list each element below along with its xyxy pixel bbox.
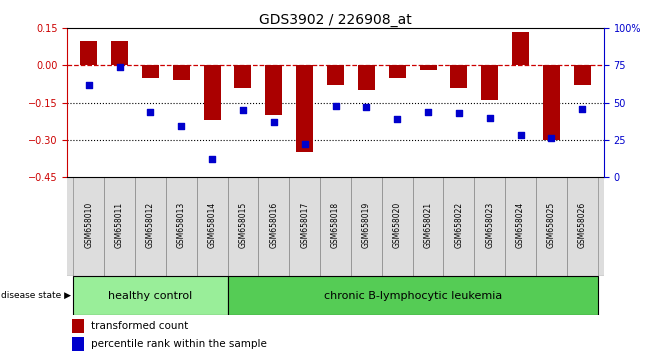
Point xyxy=(423,109,433,114)
FancyBboxPatch shape xyxy=(166,177,197,276)
Text: GSM658023: GSM658023 xyxy=(485,201,495,248)
Bar xyxy=(574,65,590,85)
Point xyxy=(238,107,248,113)
Bar xyxy=(142,65,159,78)
Point xyxy=(454,110,464,116)
FancyBboxPatch shape xyxy=(197,177,227,276)
Text: GSM658026: GSM658026 xyxy=(578,201,587,248)
FancyBboxPatch shape xyxy=(567,177,598,276)
Bar xyxy=(111,41,128,65)
Bar xyxy=(450,65,468,88)
Bar xyxy=(72,337,85,351)
Text: GSM658011: GSM658011 xyxy=(115,201,124,248)
Text: healthy control: healthy control xyxy=(108,291,193,301)
Text: GSM658013: GSM658013 xyxy=(176,201,186,248)
Point xyxy=(361,104,372,110)
FancyBboxPatch shape xyxy=(227,276,598,315)
FancyBboxPatch shape xyxy=(351,177,382,276)
Bar xyxy=(419,65,437,70)
Text: GSM658024: GSM658024 xyxy=(516,201,525,248)
Text: GSM658014: GSM658014 xyxy=(207,201,217,248)
Point xyxy=(83,82,94,88)
Point xyxy=(392,116,403,122)
FancyBboxPatch shape xyxy=(258,177,289,276)
FancyBboxPatch shape xyxy=(536,177,567,276)
FancyBboxPatch shape xyxy=(413,177,444,276)
FancyBboxPatch shape xyxy=(135,177,166,276)
FancyBboxPatch shape xyxy=(104,177,135,276)
Bar xyxy=(327,65,344,85)
FancyBboxPatch shape xyxy=(73,276,227,315)
Point xyxy=(299,142,310,147)
Point xyxy=(176,124,187,129)
Point xyxy=(546,136,557,141)
Text: transformed count: transformed count xyxy=(91,321,189,331)
Text: GSM658017: GSM658017 xyxy=(300,201,309,248)
Bar xyxy=(234,65,252,88)
Point xyxy=(145,109,156,114)
Bar xyxy=(172,65,190,80)
Text: GSM658020: GSM658020 xyxy=(393,201,402,248)
Point xyxy=(484,115,495,120)
Text: percentile rank within the sample: percentile rank within the sample xyxy=(91,339,267,349)
Bar xyxy=(358,65,375,90)
Point xyxy=(330,103,341,108)
Point xyxy=(577,106,588,112)
FancyBboxPatch shape xyxy=(73,177,104,276)
Bar xyxy=(389,65,406,78)
Text: GSM658015: GSM658015 xyxy=(238,201,248,248)
Bar xyxy=(543,65,560,140)
Text: chronic B-lymphocytic leukemia: chronic B-lymphocytic leukemia xyxy=(323,291,502,301)
Bar xyxy=(481,65,499,100)
Bar xyxy=(203,65,221,120)
Bar xyxy=(265,65,282,115)
Point xyxy=(207,156,217,162)
Point xyxy=(268,119,279,125)
Text: GSM658016: GSM658016 xyxy=(269,201,278,248)
Text: GSM658021: GSM658021 xyxy=(423,201,433,248)
Text: GSM658025: GSM658025 xyxy=(547,201,556,248)
FancyBboxPatch shape xyxy=(382,177,413,276)
FancyBboxPatch shape xyxy=(320,177,351,276)
Text: disease state ▶: disease state ▶ xyxy=(1,291,70,300)
Text: GSM658019: GSM658019 xyxy=(362,201,371,248)
Title: GDS3902 / 226908_at: GDS3902 / 226908_at xyxy=(259,13,412,27)
Point xyxy=(515,132,526,138)
Text: GSM658010: GSM658010 xyxy=(84,201,93,248)
Bar xyxy=(296,65,313,152)
Bar xyxy=(81,41,97,65)
Point xyxy=(114,64,125,70)
Bar xyxy=(512,32,529,65)
FancyBboxPatch shape xyxy=(474,177,505,276)
Text: GSM658012: GSM658012 xyxy=(146,201,155,248)
FancyBboxPatch shape xyxy=(289,177,320,276)
Text: GSM658022: GSM658022 xyxy=(454,201,464,248)
FancyBboxPatch shape xyxy=(227,177,258,276)
Text: GSM658018: GSM658018 xyxy=(331,201,340,248)
FancyBboxPatch shape xyxy=(505,177,536,276)
FancyBboxPatch shape xyxy=(444,177,474,276)
Bar xyxy=(72,319,85,333)
